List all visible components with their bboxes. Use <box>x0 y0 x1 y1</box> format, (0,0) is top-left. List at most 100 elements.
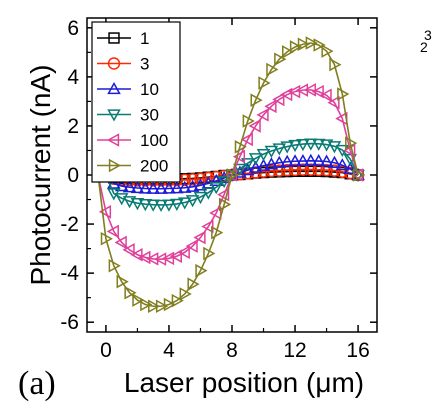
data-point <box>335 158 350 171</box>
data-point <box>225 169 239 183</box>
x-tick-label: 0 <box>100 339 112 362</box>
data-point <box>304 163 318 176</box>
data-point <box>194 172 207 186</box>
data-point <box>122 243 135 257</box>
data-point <box>193 191 208 205</box>
legend-marker <box>108 32 120 44</box>
x-tick-label: 16 <box>346 339 369 362</box>
data-point <box>256 108 269 122</box>
data-point <box>179 287 192 301</box>
y-tick-label: 0 <box>67 164 79 187</box>
data-point <box>296 138 310 152</box>
data-point <box>256 158 271 171</box>
data-point <box>327 155 342 168</box>
legend-marker <box>108 158 122 173</box>
legend-item: 200 <box>97 157 168 176</box>
data-point <box>289 40 303 54</box>
data-point <box>312 163 325 177</box>
legend-label: 100 <box>140 131 168 150</box>
data-point <box>185 239 198 253</box>
legend-item: 100 <box>97 131 168 150</box>
data-point <box>297 37 310 52</box>
data-point <box>304 153 318 166</box>
legend-marker <box>107 109 121 122</box>
x-tick-label: 12 <box>283 339 306 362</box>
data-point <box>288 163 302 177</box>
legend-label: 200 <box>140 157 168 176</box>
data-point <box>282 45 295 59</box>
data-point <box>273 164 286 177</box>
data-point <box>132 293 145 307</box>
data-point <box>106 224 119 239</box>
y-tick-label: -2 <box>60 213 79 236</box>
data-point <box>321 44 334 58</box>
data-point <box>185 179 200 192</box>
data-point <box>108 258 121 273</box>
data-point <box>296 163 310 176</box>
data-point <box>177 197 192 210</box>
data-point <box>288 139 302 153</box>
data-point <box>226 168 240 182</box>
data-point <box>155 299 169 314</box>
data-point <box>163 297 177 312</box>
data-point <box>201 219 214 234</box>
x-tick-label: 8 <box>226 339 238 362</box>
data-point <box>295 83 309 97</box>
data-point <box>122 180 137 193</box>
data-point <box>296 153 310 167</box>
data-point <box>248 119 261 133</box>
data-point <box>209 206 222 220</box>
data-point <box>288 154 302 167</box>
legend-label: 10 <box>140 80 159 99</box>
data-point <box>319 88 332 103</box>
data-point <box>232 149 246 164</box>
data-point <box>122 196 137 209</box>
data-point <box>304 138 318 151</box>
data-point <box>248 153 263 166</box>
legend: 1 3 10 30 100 200 <box>91 21 181 183</box>
data-point <box>351 169 365 183</box>
data-point <box>162 181 176 194</box>
data-point <box>138 199 153 212</box>
data-point <box>154 199 168 212</box>
data-point <box>146 252 159 266</box>
legend-item: 3 <box>97 55 149 74</box>
data-point <box>352 168 366 182</box>
data-point <box>319 154 334 167</box>
data-point <box>319 139 334 152</box>
data-point <box>274 52 287 66</box>
data-point <box>100 232 113 246</box>
data-point <box>116 274 129 289</box>
data-point <box>203 246 216 261</box>
data-point <box>345 136 358 150</box>
data-point <box>218 197 232 212</box>
y-tick-label: -4 <box>60 262 79 285</box>
data-point <box>170 181 184 194</box>
data-point <box>264 145 279 159</box>
y-tick-label: 6 <box>67 17 79 40</box>
data-point <box>280 163 294 177</box>
data-point <box>185 195 200 208</box>
data-point <box>311 84 324 99</box>
data-point <box>242 114 255 128</box>
data-point <box>311 153 326 167</box>
data-point <box>201 187 216 200</box>
data-point <box>177 245 190 260</box>
data-point <box>170 198 184 211</box>
data-point <box>272 155 287 168</box>
data-point <box>130 247 143 262</box>
y-tick-label: 2 <box>67 115 79 138</box>
data-point <box>248 160 263 173</box>
data-point <box>264 99 277 114</box>
data-point <box>327 95 340 110</box>
x-tick-label: 4 <box>163 339 175 362</box>
data-point <box>329 57 342 72</box>
data-point <box>171 293 184 308</box>
data-point <box>186 173 199 186</box>
legend-marker <box>107 57 121 70</box>
legend-label: 30 <box>140 106 159 125</box>
data-point <box>336 165 349 179</box>
data-point <box>305 36 318 50</box>
data-point <box>193 178 208 191</box>
